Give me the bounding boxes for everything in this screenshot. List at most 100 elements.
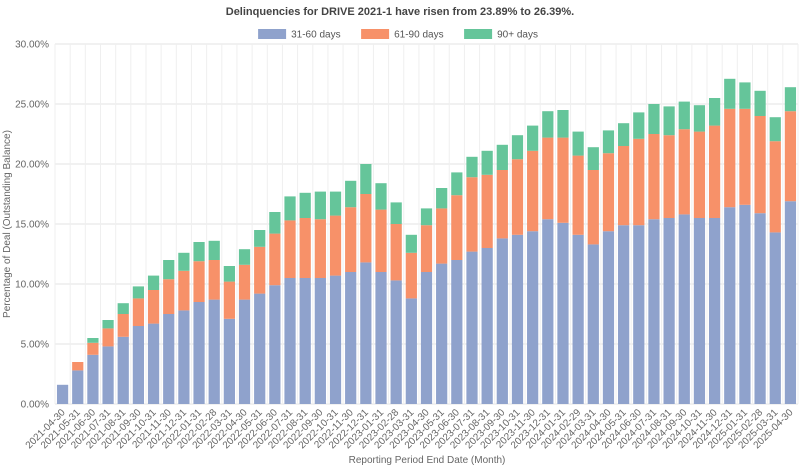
bar-segment-series3 xyxy=(238,249,251,265)
bar-segment-series2 xyxy=(724,108,736,208)
bar-segment-series2 xyxy=(481,174,493,248)
bar-segment-series1 xyxy=(557,222,569,404)
bar-segment-series3 xyxy=(708,98,721,126)
bar-segment-series3 xyxy=(329,191,342,216)
y-axis-ticks: 0.00% 5.00% 10.00% 15.00% 20.00% 25.00% 30.00% xyxy=(15,40,49,411)
bar-segment-series1 xyxy=(784,201,797,404)
bar-segment-series2 xyxy=(178,270,190,311)
bar-segment-series2 xyxy=(72,362,84,371)
bar-segment-series1 xyxy=(769,232,781,404)
legend-swatch xyxy=(258,29,287,39)
bar-segment-series1 xyxy=(739,204,751,404)
bar-segment-series3 xyxy=(633,112,645,139)
bar-segment-series2 xyxy=(284,220,296,278)
bar-segment-series2 xyxy=(254,246,266,294)
bar-segment-series3 xyxy=(132,286,145,299)
bar-segment-series1 xyxy=(511,234,524,404)
bar-segment-series2 xyxy=(329,215,342,276)
bar-segment-series3 xyxy=(663,106,675,136)
bar-segment-series2 xyxy=(238,264,251,300)
bar-segment-series1 xyxy=(496,238,508,404)
bar-segment-series3 xyxy=(284,196,296,221)
bar-segment-series1 xyxy=(284,278,296,404)
y-tick-label: 20.00% xyxy=(15,160,49,171)
bar-segment-series2 xyxy=(572,155,584,235)
bar-segment-series2 xyxy=(405,252,417,299)
bar-segment-series2 xyxy=(223,281,235,319)
bar-segment-series3 xyxy=(511,135,524,160)
bar-segment-series3 xyxy=(542,111,554,138)
y-tick-label: 0.00% xyxy=(21,400,49,411)
bar-segment-series2 xyxy=(102,328,114,347)
bar-segment-series3 xyxy=(466,156,478,178)
bar-segment-series1 xyxy=(72,370,84,404)
bar-segment-series2 xyxy=(375,209,387,272)
legend-item-1[interactable]: 31-60 days xyxy=(258,29,341,41)
bar-segment-series3 xyxy=(314,191,326,220)
bar-segment-series2 xyxy=(163,279,175,314)
bar-segment-series3 xyxy=(299,192,311,218)
bar-segment-series1 xyxy=(208,299,220,404)
legend-label: 31-60 days xyxy=(291,30,340,41)
bar-segment-series1 xyxy=(602,231,615,404)
bar-segment-series2 xyxy=(420,225,433,272)
bar-segment-series3 xyxy=(178,252,190,271)
bar-segment-series3 xyxy=(420,208,433,226)
bar-segment-series3 xyxy=(769,117,781,142)
bar-segment-series3 xyxy=(117,303,129,314)
bar-segment-series1 xyxy=(299,278,311,404)
bar-segment-series2 xyxy=(769,141,781,233)
bar-segment-series3 xyxy=(208,240,220,260)
bar-segment-series3 xyxy=(678,101,690,130)
bar-segment-series1 xyxy=(618,225,630,404)
bar-segment-series3 xyxy=(147,275,160,290)
bar-segment-series2 xyxy=(542,137,554,220)
bar-segment-series1 xyxy=(754,213,766,404)
bar-segment-series1 xyxy=(481,248,493,404)
bar-segment-series3 xyxy=(405,234,417,253)
bar-segment-series2 xyxy=(708,125,721,218)
bar-segment-series1 xyxy=(254,293,266,404)
bar-segment-series2 xyxy=(466,177,478,252)
bar-segment-series2 xyxy=(147,290,160,324)
legend-item-2[interactable]: 61-90 days xyxy=(361,29,444,41)
bar-segment-series2 xyxy=(496,170,508,239)
bar-segment-series3 xyxy=(254,230,266,247)
bar-segment-series2 xyxy=(269,233,281,286)
bar-segment-series3 xyxy=(193,242,205,262)
bar-segment-series2 xyxy=(360,194,372,263)
bar-segment-series2 xyxy=(784,111,797,202)
legend[interactable]: 31-60 days 61-90 days 90+ days xyxy=(258,29,538,41)
y-tick-label: 5.00% xyxy=(21,340,49,351)
bar-segment-series3 xyxy=(784,87,797,112)
bar-segment-series3 xyxy=(451,172,463,196)
gridlines xyxy=(54,43,799,405)
chart-title: Delinquencies for DRIVE 2021-1 have rise… xyxy=(226,6,574,18)
bar-segment-series2 xyxy=(314,219,326,278)
bar-segment-series3 xyxy=(481,150,493,175)
bar-segment-series2 xyxy=(299,218,311,278)
bar-segment-series3 xyxy=(557,110,569,138)
bar-segment-series3 xyxy=(390,202,402,224)
legend-item-3[interactable]: 90+ days xyxy=(464,29,538,41)
bar-segment-series1 xyxy=(436,263,448,404)
legend-label: 90+ days xyxy=(497,30,538,41)
bar-segment-series1 xyxy=(572,234,584,404)
bar-segment-series3 xyxy=(163,260,175,280)
bar-segment-series2 xyxy=(436,208,448,264)
bar-segment-series2 xyxy=(663,135,675,218)
bar-segment-series1 xyxy=(633,225,645,404)
bar-segment-series3 xyxy=(269,212,281,234)
bar-segment-series2 xyxy=(602,153,615,232)
bar-segment-series1 xyxy=(269,285,281,404)
bar-segment-series1 xyxy=(542,219,554,404)
bar-segment-series1 xyxy=(708,218,721,404)
bar-segment-series3 xyxy=(754,90,766,116)
bar-segment-series3 xyxy=(102,320,114,329)
bar-segment-series1 xyxy=(587,244,599,404)
bar-segment-series1 xyxy=(314,278,326,404)
bars xyxy=(56,78,797,404)
bar-segment-series1 xyxy=(238,299,251,404)
